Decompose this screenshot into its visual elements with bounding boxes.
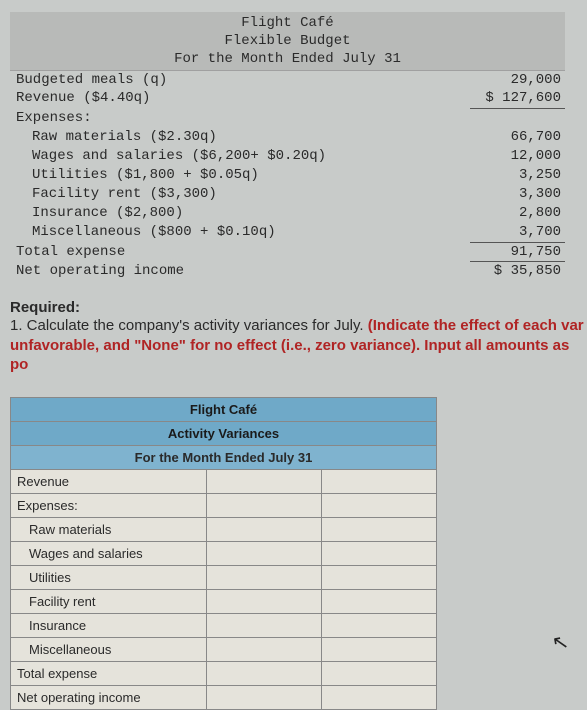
var-input-cell[interactable] <box>207 541 322 565</box>
budget-row: Raw materials ($2.30q)66,700 <box>10 128 565 147</box>
budget-row: Expenses: <box>10 109 565 128</box>
budget-row-label: Raw materials ($2.30q) <box>10 128 470 147</box>
var-input-cell[interactable] <box>207 565 322 589</box>
var-row-label: Facility rent <box>11 589 207 613</box>
budget-row: Insurance ($2,800)2,800 <box>10 204 565 223</box>
var-row-label: Net operating income <box>11 685 207 709</box>
budget-row-label: Facility rent ($3,300) <box>10 185 470 204</box>
var-row-label: Raw materials <box>11 517 207 541</box>
required-heading: Required: <box>10 299 585 316</box>
budget-title-1: Flight Café <box>10 14 565 32</box>
budget-row-label: Revenue ($4.40q) <box>10 89 470 109</box>
var-input-cell[interactable] <box>207 517 322 541</box>
required-text-red-2: unfavorable, and "None" for no effect (i… <box>10 336 585 375</box>
budget-row-value: 66,700 <box>470 128 565 147</box>
var-row-label: Expenses: <box>11 493 207 517</box>
table-row: Raw materials <box>11 517 437 541</box>
flexible-budget-table: Flight Café Flexible Budget For the Mont… <box>10 12 565 281</box>
var-input-cell[interactable] <box>207 661 322 685</box>
budget-row-value: 91,750 <box>470 243 565 263</box>
var-input-cell[interactable] <box>322 613 437 637</box>
activity-variances-table: Flight Café Activity Variances For the M… <box>10 397 437 710</box>
budget-row: Net operating income$ 35,850 <box>10 262 565 281</box>
budget-row: Budgeted meals (q)29,000 <box>10 71 565 90</box>
budget-title-2: Flexible Budget <box>10 32 565 50</box>
budget-row: Facility rent ($3,300)3,300 <box>10 185 565 204</box>
table-row: Insurance <box>11 613 437 637</box>
budget-row-value: 29,000 <box>470 71 565 90</box>
table-row: Net operating income <box>11 685 437 709</box>
var-input-cell[interactable] <box>322 685 437 709</box>
required-text-red-1: (Indicate the effect of each var <box>368 317 584 334</box>
var-input-cell[interactable] <box>322 589 437 613</box>
table-row: Total expense <box>11 661 437 685</box>
budget-row-label: Insurance ($2,800) <box>10 204 470 223</box>
var-input-cell[interactable] <box>322 517 437 541</box>
var-input-cell[interactable] <box>322 541 437 565</box>
required-section: Required: 1. Calculate the company's act… <box>10 299 585 375</box>
var-input-cell[interactable] <box>207 589 322 613</box>
var-row-label: Miscellaneous <box>11 637 207 661</box>
var-input-cell[interactable] <box>207 685 322 709</box>
budget-rows: Budgeted meals (q)29,000Revenue ($4.40q)… <box>10 71 565 282</box>
var-table-title-2: Activity Variances <box>11 421 437 445</box>
budget-row-value <box>470 109 565 128</box>
var-row-label: Revenue <box>11 469 207 493</box>
table-row: Revenue <box>11 469 437 493</box>
budget-row-label: Net operating income <box>10 262 470 281</box>
budget-row-label: Wages and salaries ($6,200+ $0.20q) <box>10 147 470 166</box>
var-input-cell[interactable] <box>322 469 437 493</box>
var-input-cell[interactable] <box>207 469 322 493</box>
budget-row: Wages and salaries ($6,200+ $0.20q)12,00… <box>10 147 565 166</box>
var-table-title-1: Flight Café <box>11 397 437 421</box>
var-input-cell[interactable] <box>322 661 437 685</box>
var-input-cell[interactable] <box>322 637 437 661</box>
budget-row-label: Total expense <box>10 243 470 263</box>
budget-row-label: Miscellaneous ($800 + $0.10q) <box>10 223 470 243</box>
table-row: Wages and salaries <box>11 541 437 565</box>
budget-row-value: 12,000 <box>470 147 565 166</box>
var-row-label: Total expense <box>11 661 207 685</box>
var-input-cell[interactable] <box>322 565 437 589</box>
budget-row: Total expense91,750 <box>10 243 565 263</box>
table-row: Expenses: <box>11 493 437 517</box>
budget-row-value: 3,700 <box>470 223 565 243</box>
budget-row-value: $ 35,850 <box>470 262 565 281</box>
table-row: Utilities <box>11 565 437 589</box>
var-input-cell[interactable] <box>207 493 322 517</box>
budget-row: Revenue ($4.40q)$ 127,600 <box>10 89 565 109</box>
budget-row-value: 3,300 <box>470 185 565 204</box>
var-row-label: Wages and salaries <box>11 541 207 565</box>
budget-header: Flight Café Flexible Budget For the Mont… <box>10 12 565 71</box>
table-row: Miscellaneous <box>11 637 437 661</box>
budget-row-label: Expenses: <box>10 109 470 128</box>
table-row: Facility rent <box>11 589 437 613</box>
required-line-1: 1. Calculate the company's activity vari… <box>10 316 585 336</box>
budget-row: Utilities ($1,800 + $0.05q)3,250 <box>10 166 565 185</box>
var-input-cell[interactable] <box>207 637 322 661</box>
cursor-icon: ↖ <box>550 629 571 657</box>
budget-row-value: $ 127,600 <box>470 89 565 109</box>
budget-row-value: 3,250 <box>470 166 565 185</box>
budget-row: Miscellaneous ($800 + $0.10q)3,700 <box>10 223 565 243</box>
var-row-label: Utilities <box>11 565 207 589</box>
var-table-title-3: For the Month Ended July 31 <box>11 445 437 469</box>
budget-row-value: 2,800 <box>470 204 565 223</box>
var-input-cell[interactable] <box>322 493 437 517</box>
var-input-cell[interactable] <box>207 613 322 637</box>
budget-title-3: For the Month Ended July 31 <box>10 50 565 68</box>
budget-row-label: Budgeted meals (q) <box>10 71 470 90</box>
budget-row-label: Utilities ($1,800 + $0.05q) <box>10 166 470 185</box>
required-text-black: 1. Calculate the company's activity vari… <box>10 317 368 334</box>
var-row-label: Insurance <box>11 613 207 637</box>
